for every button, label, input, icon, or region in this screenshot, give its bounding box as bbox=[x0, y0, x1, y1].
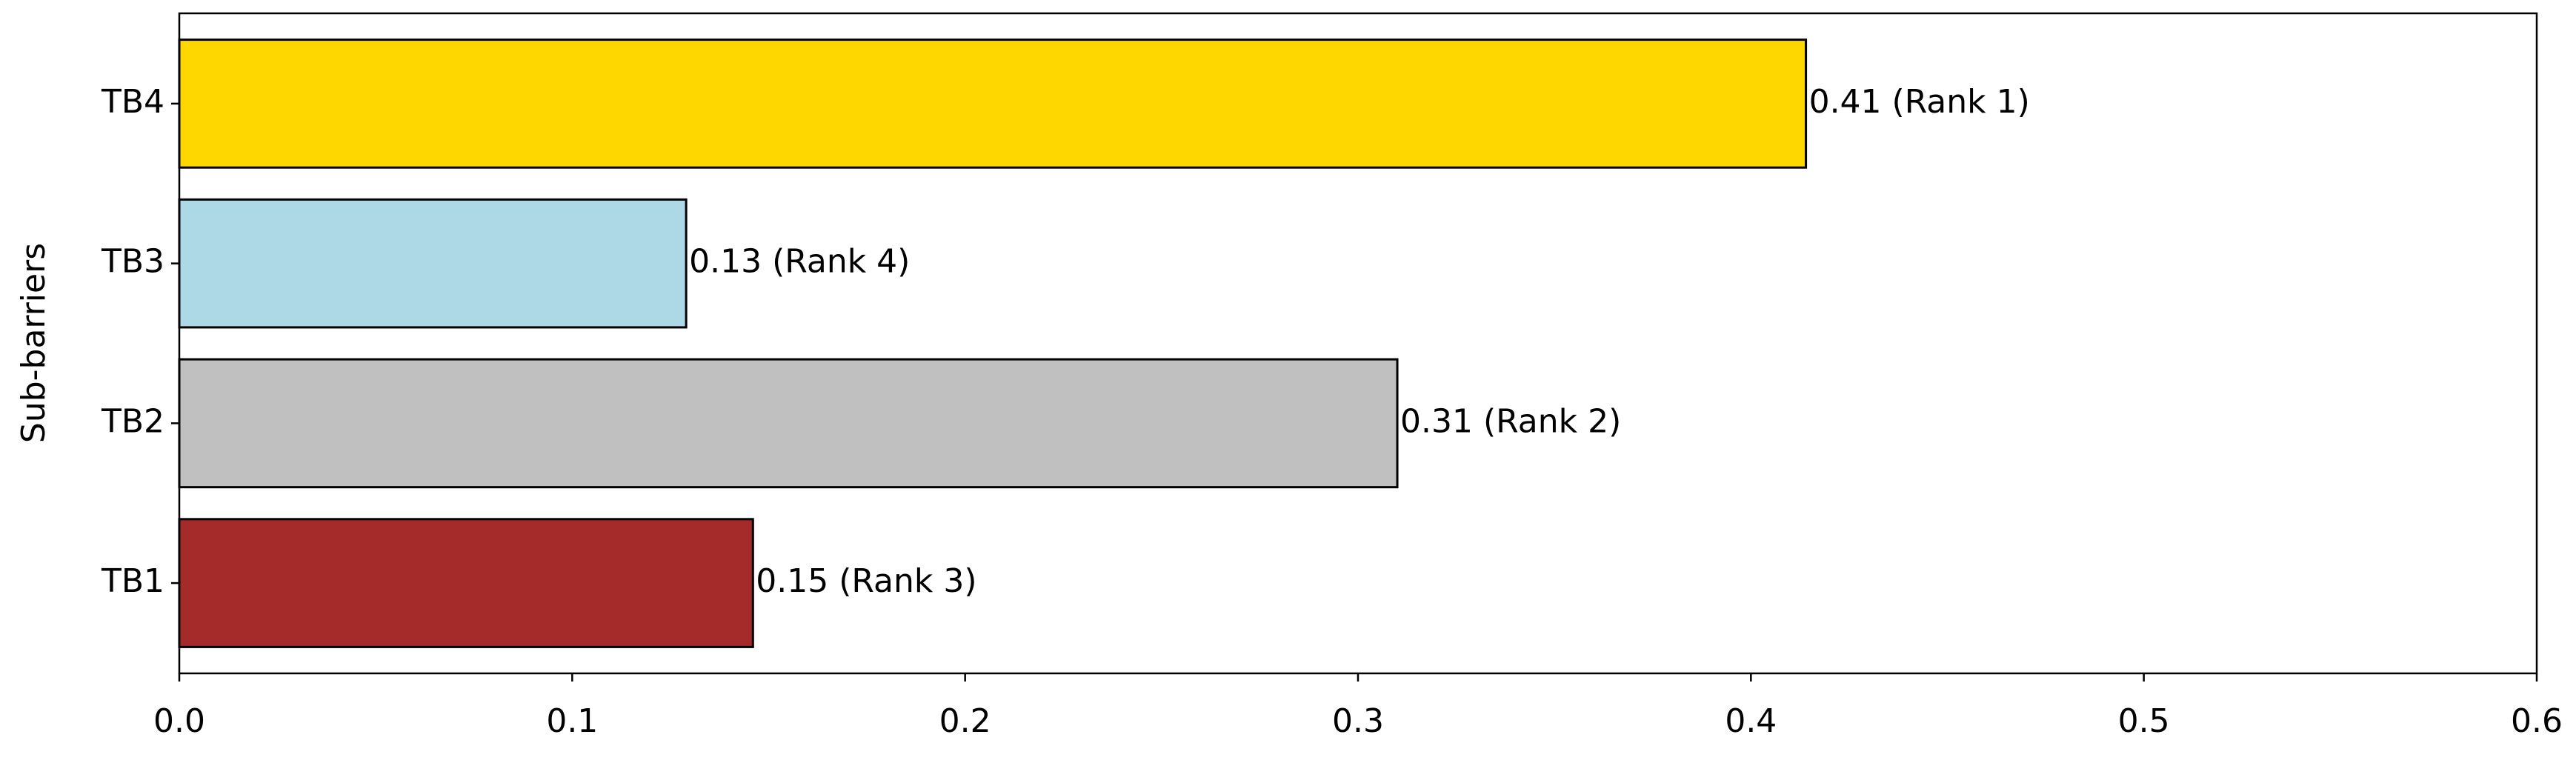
y-tick-label: TB2 bbox=[101, 402, 164, 440]
y-tick-label: TB4 bbox=[101, 83, 164, 121]
plot-frame bbox=[178, 12, 2538, 675]
value-label: 0.31 (Rank 2) bbox=[1400, 402, 1621, 440]
value-label: 0.13 (Rank 4) bbox=[689, 243, 910, 281]
bar bbox=[178, 518, 754, 648]
bar bbox=[178, 358, 1399, 489]
x-tick-label: 0.3 bbox=[1332, 702, 1384, 740]
x-tick-label: 0.1 bbox=[546, 702, 598, 740]
y-axis-label: Sub-barriers bbox=[15, 243, 53, 443]
bar bbox=[178, 39, 1808, 169]
y-tick-label: TB1 bbox=[101, 562, 164, 600]
x-tick-label: 0.0 bbox=[153, 702, 205, 740]
bar bbox=[178, 198, 688, 329]
value-label: 0.41 (Rank 1) bbox=[1809, 83, 2030, 121]
y-tick-label: TB3 bbox=[101, 243, 164, 281]
x-tick-label: 0.6 bbox=[2511, 702, 2563, 740]
value-label: 0.15 (Rank 3) bbox=[756, 562, 976, 600]
x-tick-label: 0.4 bbox=[1725, 702, 1777, 740]
x-tick-label: 0.5 bbox=[2118, 702, 2170, 740]
x-tick-label: 0.2 bbox=[939, 702, 991, 740]
